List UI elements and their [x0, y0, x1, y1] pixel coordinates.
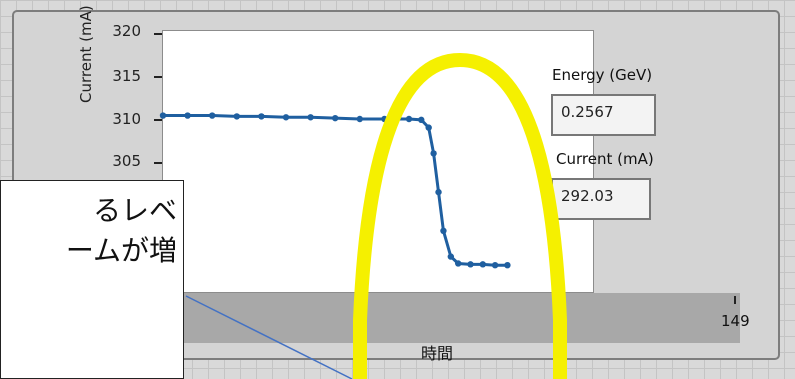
data-point: [405, 115, 413, 123]
callout-arrow: [185, 295, 353, 379]
series-line: [163, 114, 508, 267]
y-tick-mark: [154, 119, 162, 121]
data-point: [233, 113, 240, 120]
data-point: [504, 262, 511, 269]
y-tick-label: 310: [112, 110, 141, 128]
data-point: [479, 261, 486, 268]
data-point: [209, 112, 216, 119]
data-point: [356, 115, 363, 123]
data-point: [440, 227, 447, 234]
current-indicator: 292.03: [551, 178, 651, 220]
energy-indicator: 0.2567: [551, 94, 656, 136]
data-point: [447, 253, 455, 260]
callout-line-1: るレベ: [92, 194, 177, 227]
data-point: [430, 150, 437, 157]
data-point: [425, 124, 432, 131]
x-tick-label: 149: [721, 312, 750, 330]
data-point: [418, 116, 425, 124]
y-tick-label: 320: [112, 22, 141, 40]
data-point: [307, 114, 314, 121]
data-point: [184, 112, 191, 119]
energy-label: Energy (GeV): [552, 66, 653, 84]
data-point: [491, 262, 499, 269]
current-label: Current (mA): [556, 150, 654, 168]
data-point: [435, 188, 442, 196]
annotation-callout: るレベ ームが増: [0, 180, 184, 379]
x-axis-label: 時間: [421, 344, 454, 363]
data-point: [159, 112, 167, 119]
x-tick-mark: [734, 296, 736, 304]
highlight-ring: [353, 52, 567, 379]
y-tick-label: 305: [112, 152, 141, 170]
y-tick-mark: [154, 76, 162, 78]
data-point: [332, 114, 339, 122]
data-point: [467, 261, 474, 268]
callout-line-2: ームが増: [65, 234, 177, 267]
y-tick-mark: [154, 33, 162, 35]
y-tick-label: 315: [112, 67, 141, 85]
y-tick-mark: [154, 162, 162, 164]
data-point: [282, 114, 290, 121]
data-series: [159, 112, 511, 269]
data-point: [258, 113, 265, 120]
data-point: [455, 260, 462, 267]
x-axis-band: [162, 293, 740, 343]
